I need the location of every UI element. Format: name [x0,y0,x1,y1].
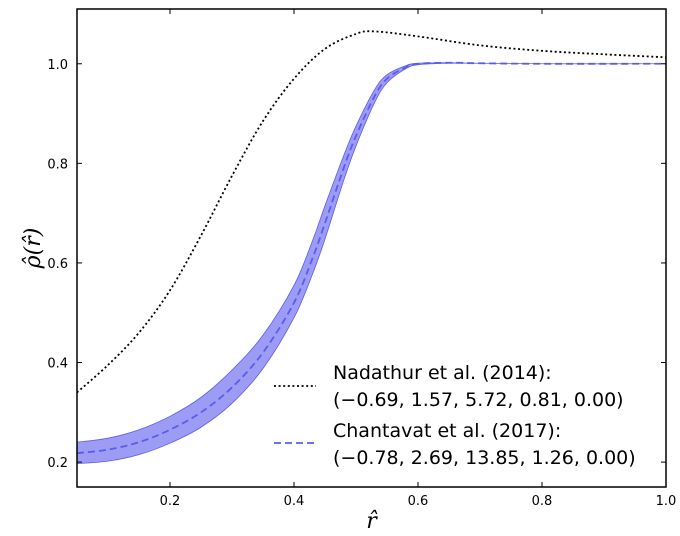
x-tick-label: 1.0 [656,494,677,509]
chantavat-series-line [77,61,666,455]
legend-label-nadathur: Nadathur et al. (2014): [333,362,552,384]
axes-frame [76,8,667,488]
legend: Nadathur et al. (2014): (−0.69, 1.57, 5.… [274,362,636,469]
legend-params-chantavat: (−0.78, 2.69, 13.85, 1.26, 0.00) [333,447,636,469]
axis-ticks: 0.2 0.4 0.6 0.8 1.0 0.2 0.4 0.6 0.8 1.0 [47,9,676,509]
y-tick-label: 0.6 [47,257,68,272]
x-tick-label: 0.2 [160,494,181,509]
y-axis-label: ρ̂(r̂) [21,228,46,270]
y-tick-label: 0.4 [47,357,68,372]
legend-params-nadathur: (−0.69, 1.57, 5.72, 0.81, 0.00) [333,389,624,411]
x-tick-label: 0.6 [408,494,429,509]
y-tick-label: 0.2 [47,456,68,471]
y-tick-label: 1.0 [47,58,68,73]
y-tick-label: 0.8 [47,157,68,172]
x-tick-label: 0.4 [284,494,305,509]
nadathur-series-line [77,30,666,394]
x-axis-label: r̂ [366,509,378,534]
legend-label-chantavat: Chantavat et al. (2017): [333,420,561,442]
x-tick-label: 0.8 [532,494,553,509]
